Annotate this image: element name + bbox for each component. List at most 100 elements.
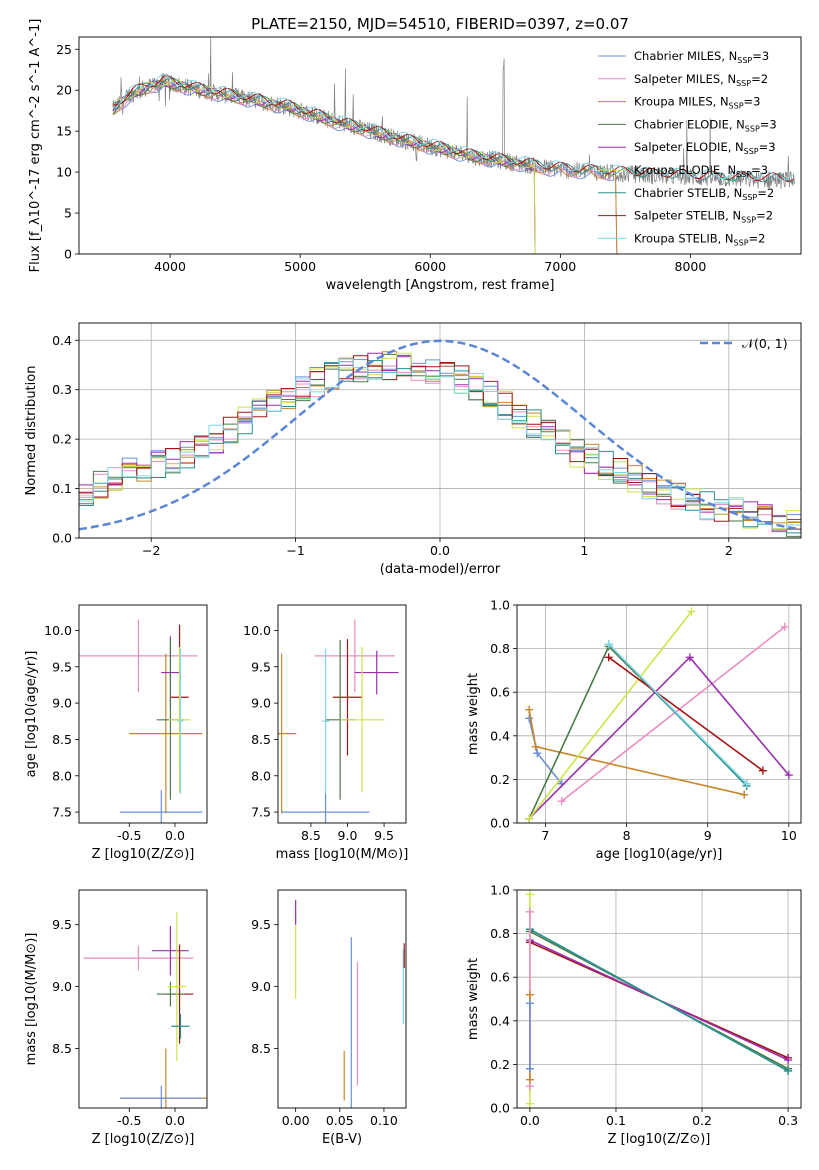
weight-marker: [784, 1056, 793, 1065]
x-tick-label: 9: [704, 828, 712, 843]
figure-title: PLATE=2150, MJD=54510, FIBERID=0397, z=0…: [251, 15, 629, 33]
x-axis-label: mass [log10(M/M⊙)]: [276, 847, 409, 862]
legend-count: =2: [749, 231, 766, 245]
y-tick-label: 9.5: [251, 917, 271, 932]
x-tick-label: 8.5: [301, 828, 321, 843]
x-tick-label: 0.10: [370, 1113, 398, 1128]
legend-sub: SSP: [741, 216, 756, 225]
plot-area: [83, 912, 207, 1108]
y-tick-label: 0: [64, 247, 72, 262]
y-axis-label: mass weight: [466, 673, 481, 755]
panel-mass-vs-Z: -0.5 0.0 8.5 9.0 9.5 Z [log10(Z/Z⊙)] mass [log…: [24, 889, 208, 1147]
model-line: [112, 80, 536, 254]
plot-area: [79, 619, 203, 823]
x-tick-label: 4000: [154, 259, 186, 274]
weight-marker: [533, 749, 542, 758]
axes-frame: [78, 322, 802, 539]
x-axis-label: (data-model)/error: [380, 562, 501, 577]
y-tick-label: 9.0: [52, 696, 72, 711]
y-axis-label: mass [log10(M/M⊙)]: [24, 933, 39, 1066]
plot-area: [525, 890, 793, 1108]
x-tick-label: 0.00: [282, 1113, 310, 1128]
weight-marker: [525, 990, 534, 999]
normal-curve: [79, 339, 801, 531]
legend-label: Chabrier STELIB, NSSP=2: [634, 186, 774, 202]
y-tick-label: 0.4: [52, 333, 72, 348]
y-tick-label: 0.2: [490, 772, 510, 787]
y-tick-label: 9.5: [52, 659, 72, 674]
y-tick-label: 20: [56, 83, 72, 98]
legend-count: =2: [751, 72, 768, 86]
weight-marker: [525, 1099, 534, 1108]
y-tick-label: 10.0: [44, 623, 72, 638]
x-axis-label: Z [log10(Z/Z⊙)]: [92, 847, 195, 862]
x-axis-label: Z [log10(Z/Z⊙)]: [92, 1132, 195, 1147]
y-tick-label: 0.2: [490, 1057, 510, 1072]
weight-marker: [531, 742, 540, 751]
y-tick-label: 8.5: [251, 1041, 271, 1056]
legend-label: Salpeter STELIB, NSSP=2: [634, 209, 773, 225]
x-tick-label: 6000: [414, 259, 446, 274]
y-axis-label: Flux [f_λ10^-17 erg cm^-2 s^-1 A^-1]: [28, 19, 43, 273]
legend-sub: SSP: [745, 124, 760, 133]
legend: Chabrier MILES, NSSP=3 Salpeter MILES, NS…: [598, 49, 777, 247]
x-tick-label: 10: [781, 828, 797, 843]
legend-sub: SSP: [734, 238, 749, 247]
weight-marker: [525, 907, 534, 916]
x-tick-label: 8: [623, 828, 631, 843]
plot-area: [278, 619, 399, 823]
weight-marker: [525, 890, 534, 899]
x-tick-label: 0.0: [165, 1113, 185, 1128]
weight-line: [528, 645, 748, 819]
y-tick-label: 1.0: [490, 883, 510, 898]
x-tick-label: 0.1: [606, 1113, 626, 1128]
legend-count: =2: [756, 209, 773, 223]
axes-frame: [78, 36, 802, 255]
weight-marker: [525, 999, 534, 1008]
weight-line: [608, 656, 764, 772]
x-tick-label: 7000: [544, 259, 576, 274]
weight-marker: [758, 766, 767, 775]
x-tick-label: 0.3: [778, 1113, 798, 1128]
model-line: [112, 79, 536, 254]
panel-spectrum: 4000 5000 6000 7000 8000 0 5 10 15 20 25 wavelength…: [28, 19, 802, 293]
y-tick-label: 7.5: [251, 805, 271, 820]
panel-residuals: −2 −1 0.0 1 2 0.0 0.1 0.2 0.3 0.4 (data-model)/err…: [24, 322, 802, 577]
y-tick-label: 8.5: [251, 732, 271, 747]
x-tick-label: 0.05: [326, 1113, 354, 1128]
weight-marker: [604, 640, 613, 649]
plot-area: [525, 607, 793, 823]
legend-label: Kroupa MILES, NSSP=3: [634, 95, 760, 111]
y-tick-label: 0.4: [490, 1013, 510, 1028]
x-axis-label: Z [log10(Z/Z⊙)]: [608, 1132, 711, 1147]
legend-sub: SSP: [742, 193, 757, 202]
y-tick-label: 15: [56, 124, 72, 139]
legend-sub: SSP: [737, 56, 752, 65]
weight-marker: [604, 653, 613, 662]
model-line: [112, 80, 618, 254]
y-tick-label: 1.0: [490, 598, 510, 613]
weight-marker: [784, 1066, 793, 1075]
axes-frame: [277, 604, 407, 824]
legend-count: =3: [744, 95, 761, 109]
legend-sub: SSP: [736, 79, 751, 88]
x-tick-label: −1: [286, 543, 304, 558]
x-axis-label: age [log10(age/yr)]: [596, 847, 723, 862]
legend-label: Kroupa STELIB, NSSP=2: [634, 231, 765, 247]
weight-marker: [557, 797, 566, 806]
x-axis-label: E(B-V): [322, 1132, 362, 1147]
y-tick-label: 0.3: [52, 382, 72, 397]
weight-marker: [784, 771, 793, 780]
x-tick-label: -0.5: [117, 828, 141, 843]
y-axis-label: mass weight: [466, 958, 481, 1040]
y-tick-label: 0.8: [490, 641, 510, 656]
y-tick-label: 10: [56, 165, 72, 180]
x-tick-label: 0.0: [430, 543, 450, 558]
weight-marker: [525, 1064, 534, 1073]
axes-frame: [78, 889, 208, 1109]
y-tick-label: 9.0: [52, 979, 72, 994]
axes-frame: [516, 604, 802, 824]
legend-label: Chabrier ELODIE, NSSP=3: [634, 117, 777, 133]
weight-line: [608, 643, 748, 785]
